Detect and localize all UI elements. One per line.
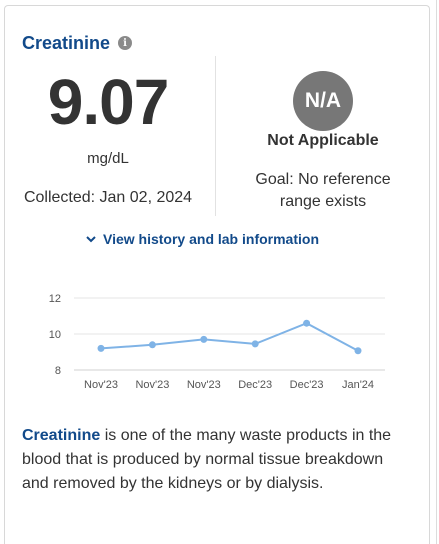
history-chart: 8 10 12 Nov'23 Nov'23 Nov'23 Dec'23 Dec'23 Jan'2…	[49, 293, 385, 391]
data-point	[97, 344, 105, 352]
test-title: Creatinine	[22, 32, 111, 53]
info-icon[interactable]: i	[118, 36, 133, 50]
chevron-down-icon	[85, 233, 97, 245]
y-tick-label: 8	[55, 365, 61, 377]
data-point	[148, 341, 156, 349]
data-point	[251, 340, 259, 348]
goal-text: Goal: No reference range exists	[230, 169, 416, 213]
description-text: is one of the many waste products in the…	[22, 427, 392, 492]
x-tick-label: Nov'23	[84, 379, 118, 391]
description-term: Creatinine	[22, 427, 101, 444]
goal-line-2: range exists	[279, 193, 367, 210]
status-badge: N/A	[293, 71, 353, 131]
title-row: Creatinine i	[22, 32, 133, 54]
collected-date: Collected: Jan 02, 2024	[23, 189, 193, 206]
x-tick-label: Dec'23	[290, 379, 324, 391]
result-unit: mg/dL	[87, 150, 129, 167]
goal-line-1: Goal: No reference	[255, 171, 391, 188]
result-value: 9.07	[47, 66, 170, 138]
x-tick-label: Dec'23	[238, 379, 272, 391]
data-point	[303, 319, 311, 327]
status-label: Not Applicable	[267, 132, 379, 149]
view-history-link[interactable]: View history and lab information	[85, 231, 319, 247]
y-tick-label: 10	[49, 329, 61, 341]
y-tick-label: 12	[49, 293, 61, 305]
x-tick-label: Nov'23	[187, 379, 221, 391]
outer-border	[436, 0, 437, 544]
vertical-divider	[215, 56, 216, 216]
result-card	[4, 5, 430, 544]
series-line	[100, 322, 359, 352]
view-history-label: View history and lab information	[103, 231, 319, 247]
description: Creatinine is one of the many waste prod…	[22, 424, 402, 496]
data-point	[200, 335, 208, 343]
x-tick-label: Jan'24	[342, 379, 374, 391]
x-tick-label: Nov'23	[135, 379, 169, 391]
data-point	[354, 347, 362, 355]
